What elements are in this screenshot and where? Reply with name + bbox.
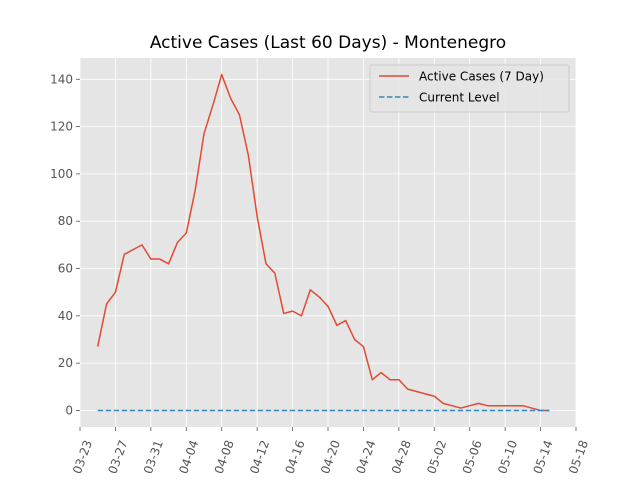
- chart-title: Active Cases (Last 60 Days) - Montenegro: [150, 33, 506, 53]
- y-tick-label: 40: [58, 309, 73, 323]
- x-tick-label: 04-04: [176, 438, 201, 476]
- x-tick-label: 04-24: [353, 438, 378, 476]
- x-tick-label: 04-08: [212, 438, 237, 476]
- legend-label-active-cases: Active Cases (7 Day): [419, 70, 544, 84]
- x-tick-label: 03-23: [70, 438, 95, 476]
- y-tick-label: 140: [50, 72, 73, 86]
- x-tick-label: 04-16: [283, 438, 308, 476]
- y-tick-label: 20: [58, 356, 73, 370]
- x-tick-label: 05-02: [424, 438, 449, 476]
- x-tick-label: 04-20: [318, 438, 343, 476]
- series-line-active-cases: [96, 73, 550, 412]
- series-group: [96, 73, 550, 412]
- x-tick-label: 05-14: [531, 438, 556, 476]
- grid-lines: [79, 58, 577, 427]
- y-tick-label: 80: [58, 214, 73, 228]
- x-tick-label: 03-27: [105, 438, 130, 476]
- y-axis: 0 20 40 60 80 100 120 140: [50, 72, 80, 417]
- legend: Active Cases (7 Day) Current Level: [369, 64, 570, 113]
- y-tick-label: 100: [50, 167, 73, 181]
- legend-label-current-level: Current Level: [419, 91, 500, 105]
- x-tick-label: 05-10: [495, 438, 520, 476]
- x-axis: 03-23 03-27 03-31 04-04 04-08 04-12 04-16 04-20…: [70, 427, 591, 476]
- legend-box: [369, 64, 570, 113]
- x-tick-label: 04-12: [247, 438, 272, 476]
- y-tick-label: 0: [65, 403, 73, 417]
- x-tick-label: 05-06: [460, 438, 485, 476]
- x-tick-label: 05-18: [566, 438, 591, 476]
- y-tick-label: 60: [58, 262, 73, 276]
- x-tick-label: 03-31: [141, 438, 166, 476]
- x-tick-label: 04-28: [389, 438, 414, 476]
- y-tick-label: 120: [50, 120, 73, 134]
